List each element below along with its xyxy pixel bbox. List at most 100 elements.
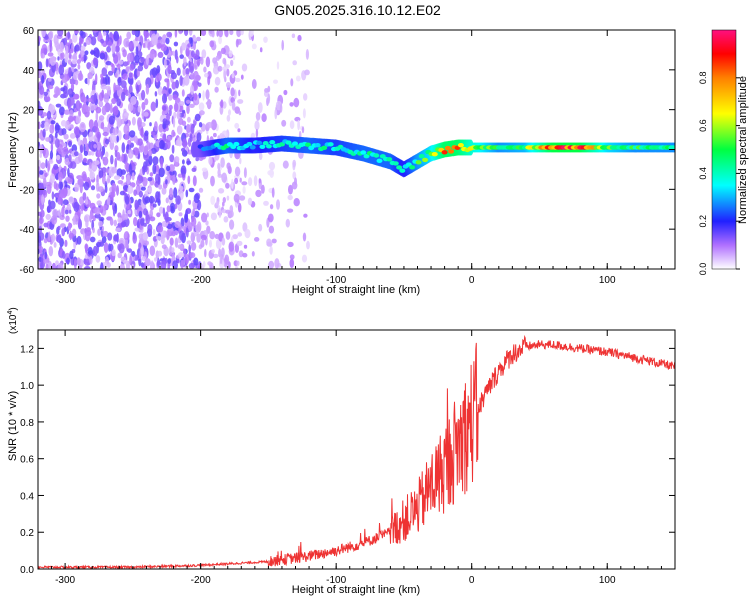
spectrogram-noise-blob [174,30,178,38]
spectrogram-noise-blob [94,160,100,166]
spectrogram-noise-blob [155,236,162,241]
spectrogram-noise-blob [269,204,274,210]
spectrogram-noise-blob [187,116,191,123]
spectrogram-noise-blob [158,167,165,178]
spectrogram-noise-blob [149,172,154,177]
spectrogram-noise-blob [171,129,176,138]
spectrogram-noise-blob [117,252,122,259]
y-tick-label: 0 [28,146,34,157]
spectrogram-noise-blob [205,56,211,68]
spectrogram-noise-blob [167,64,172,75]
spectrogram-noise-blob [276,61,280,70]
spectrogram-noise-blob [273,79,278,84]
spectrogram-noise-blob [110,62,114,67]
spectrogram-noise-blob [97,133,101,143]
spectrogram-noise-blob [60,188,68,199]
spectrogram-noise-blob [39,152,42,158]
spectrogram-noise-blob [303,213,308,218]
spectrogram-noise-blob [223,68,227,80]
spectrogram-noise-blob [208,156,213,166]
spectrogram-noise-blob [60,120,67,127]
spectrogram-noise-blob [239,157,242,165]
spectrogram-noise-blob [45,58,49,68]
spectrogram-noise-blob [97,228,101,236]
spectrogram-noise-blob [166,78,170,89]
spectrogram-noise-blob [107,196,111,206]
spectrogram-noise-blob [108,115,115,125]
spectrogram-noise-blob [51,262,57,269]
spectrogram-noise-blob [62,204,66,209]
spectrogram-noise-blob [138,190,143,198]
spectrogram-noise-blob [288,184,293,195]
spectrogram-noise-blob [137,65,144,72]
y-tick-label: 0.8 [20,418,34,429]
spectrogram-noise-blob [90,94,96,104]
spectrogram-noise-blob [228,50,233,58]
spectrogram-noise-blob [160,234,165,245]
spectrogram-noise-blob [93,57,99,66]
spectrogram-noise-blob [57,30,64,37]
spectrogram-noise-blob [40,257,44,262]
x-tick-label: 0 [469,575,475,586]
spectrogram-noise-blob [241,181,248,186]
spectrogram-noise-blob [76,257,81,266]
colorbar-label: Normalized spectral amplitude [737,76,749,224]
spectrogram-noise-blob [45,263,49,269]
spectrogram-noise-blob [182,138,188,149]
spectrogram-noise-blob [124,232,128,239]
spectrogram-noise-blob [169,170,175,176]
spectrogram-noise-blob [218,188,225,194]
spectrogram-noise-blob [41,112,48,117]
spectrogram-noise-blob [67,59,72,65]
spectrogram-noise-blob [212,253,219,258]
spectrogram-noise-blob [287,241,294,248]
spectrogram-noise-blob [140,246,145,257]
spectrogram-noise-blob [254,120,260,131]
spectrogram-noise-blob [138,210,143,218]
spectrogram-noise-blob [152,229,156,236]
spectrogram-noise-blob [38,70,42,79]
spectrogram-noise-blob [99,52,106,60]
spectrogram-ridge-core [262,141,269,146]
spectrogram-noise-blob [46,96,51,102]
spectrogram-noise-blob [289,258,295,269]
spectrogram-noise-blob [176,125,183,135]
spectrogram-noise-blob [222,101,227,109]
spectrogram-noise-blob [126,31,132,40]
spectrogram-noise-blob [201,49,207,59]
spectrogram-noise-blob [126,204,130,210]
spectrogram-noise-blob [210,212,217,221]
x-tick-label: -100 [326,275,346,286]
spectrogram-noise-blob [134,54,140,64]
spectrogram-noise-blob [287,208,294,213]
spectrogram-noise-blob [117,180,124,185]
spectrogram-noise-blob [63,133,69,140]
y-tick-label: 0.2 [20,528,34,539]
spectrogram-noise-blob [38,235,42,243]
spectrogram-noise-blob [239,177,242,183]
spectrogram-noise-blob [140,127,144,138]
spectrogram-noise-blob [100,83,107,90]
spectrogram-noise-blob [111,249,116,257]
spectrogram-ridge-core [363,154,370,159]
spectrogram-noise-blob [95,73,98,84]
spectrogram-noise-blob [158,184,163,190]
spectrogram-noise-blob [110,154,114,165]
spectrogram-noise-blob [258,152,263,161]
spectrogram-noise-blob [304,69,310,76]
spectrogram-noise-blob [148,183,152,195]
spectrogram-noise-blob [94,213,101,219]
spectrogram-noise-blob [221,237,226,246]
spectrogram-noise-blob [65,45,69,54]
spectrogram-noise-blob [40,261,44,269]
spectrogram-noise-blob [93,120,99,131]
spectrogram-noise-blob [119,190,126,196]
spectrogram-noise-blob [196,132,202,142]
spectrogram-noise-blob [135,36,138,42]
spectrogram-noise-blob [111,166,117,174]
spectrogram-noise-blob [50,120,56,125]
spectrogram-noise-blob [50,142,54,153]
spectrogram-noise-blob [55,260,59,266]
spectrogram-noise-blob [178,212,183,217]
